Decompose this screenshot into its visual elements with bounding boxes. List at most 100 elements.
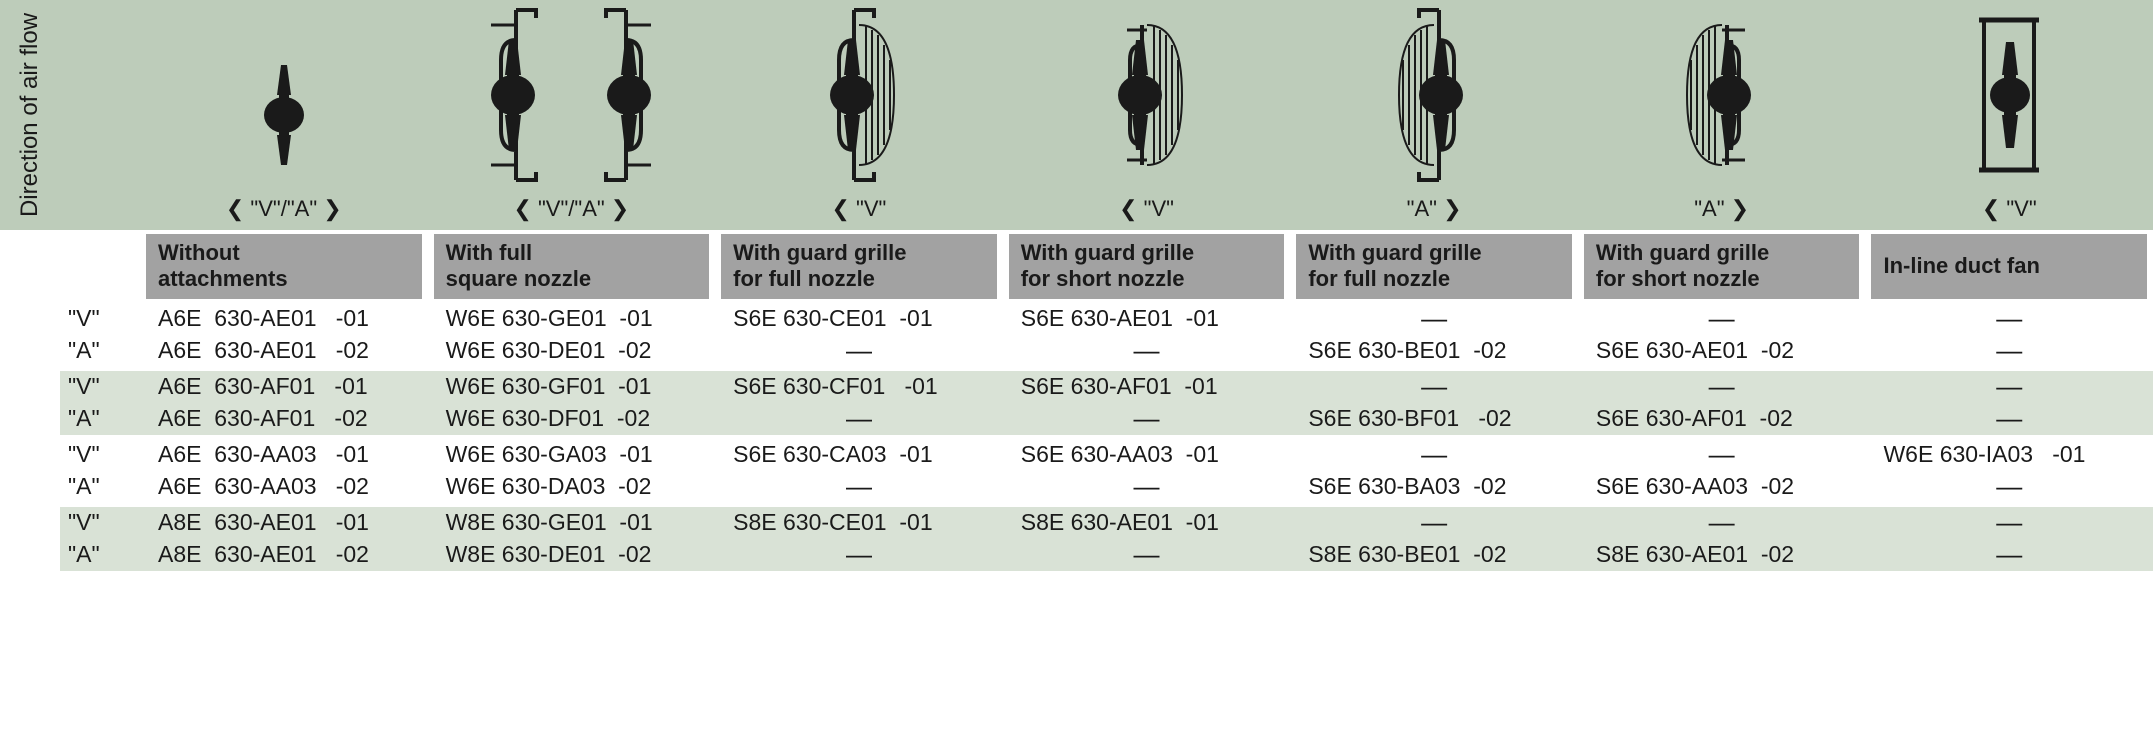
data-value: S6E 630-AF01 -02 [1584, 403, 1860, 435]
data-cell: A8E 630-AE01 -01A8E 630-AE01 -02 [146, 507, 422, 571]
data-value: S6E 630-BE01 -02 [1296, 335, 1572, 367]
data-cell: W8E 630-GE01 -01W8E 630-DE01 -02 [434, 507, 710, 571]
data-cell: —S6E 630-BE01 -02 [1296, 303, 1572, 367]
fan-nozzle-left-icon [461, 0, 561, 190]
data-value: W6E 630-IA03 -01 [1871, 439, 2147, 471]
icon-row: ❮ "V"/"A" ❯ [60, 0, 2153, 230]
data-value: A8E 630-AE01 -02 [146, 539, 422, 571]
data-value: — [1584, 371, 1860, 403]
fan-grille-full-v-icon [804, 0, 914, 190]
data-value: A6E 630-AF01 -01 [146, 371, 422, 403]
data-value: S6E 630-BF01 -02 [1296, 403, 1572, 435]
data-value: — [1296, 439, 1572, 471]
data-value: S6E 630-AE01 -02 [1584, 335, 1860, 367]
data-cell: —— [1871, 303, 2147, 367]
row-label: "A" [60, 539, 140, 571]
data-value: — [1296, 507, 1572, 539]
data-value: — [721, 403, 997, 435]
data-cell: A6E 630-AA03 -01A6E 630-AA03 -02 [146, 439, 422, 503]
data-cell: —S8E 630-AE01 -02 [1584, 507, 1860, 571]
data-cell: S8E 630-AE01 -01— [1009, 507, 1285, 571]
data-groups: "V""A"A6E 630-AE01 -01A6E 630-AE01 -02W6… [60, 303, 2153, 571]
dir-label-6: ❮ "V" [1982, 196, 2037, 222]
header-6: In-line duct fan [1871, 234, 2147, 299]
data-cell: —S6E 630-AE01 -02 [1584, 303, 1860, 367]
data-group-2: "V""A"A6E 630-AA03 -01A6E 630-AA03 -02W6… [60, 439, 2153, 503]
data-cell: W6E 630-GF01 -01W6E 630-DF01 -02 [434, 371, 710, 435]
data-value: W8E 630-GE01 -01 [434, 507, 710, 539]
data-value: W8E 630-DE01 -02 [434, 539, 710, 571]
data-value: S8E 630-AE01 -02 [1584, 539, 1860, 571]
data-value: — [1296, 371, 1572, 403]
data-value: — [1009, 471, 1285, 503]
header-0: Withoutattachments [146, 234, 422, 299]
axis-label: Direction of air flow [0, 0, 60, 230]
data-cell: S6E 630-CF01 -01— [721, 371, 997, 435]
data-value: A6E 630-AE01 -02 [146, 335, 422, 367]
row-label: "V" [60, 371, 140, 403]
row-label: "A" [60, 471, 140, 503]
data-value: W6E 630-DA03 -02 [434, 471, 710, 503]
data-cell: S8E 630-CE01 -01— [721, 507, 997, 571]
data-cell: A6E 630-AF01 -01A6E 630-AF01 -02 [146, 371, 422, 435]
data-value: — [1871, 539, 2147, 571]
data-value: — [1871, 507, 2147, 539]
data-cell: S6E 630-AA03 -01— [1009, 439, 1285, 503]
data-cell: W6E 630-GA03 -01W6E 630-DA03 -02 [434, 439, 710, 503]
fan-grille-short-a-icon [1667, 0, 1777, 190]
data-cell: S6E 630-CE01 -01— [721, 303, 997, 367]
row-label: "A" [60, 335, 140, 367]
data-value: W6E 630-GE01 -01 [434, 303, 710, 335]
data-value: W6E 630-DF01 -02 [434, 403, 710, 435]
data-value: S6E 630-AA03 -02 [1584, 471, 1860, 503]
data-value: A6E 630-AF01 -02 [146, 403, 422, 435]
data-value: — [1584, 439, 1860, 471]
data-value: A6E 630-AA03 -01 [146, 439, 422, 471]
header-3: With guard grillefor short nozzle [1009, 234, 1285, 299]
data-cell: S6E 630-CA03 -01— [721, 439, 997, 503]
icon-cell-grille-short-a: "A" ❯ [1578, 0, 1866, 230]
dir-label-4: "A" ❯ [1407, 196, 1462, 222]
icon-cell-nozzle: ❮ "V"/"A" ❯ [428, 0, 716, 230]
data-value: W6E 630-DE01 -02 [434, 335, 710, 367]
data-group-1: "V""A"A6E 630-AF01 -01A6E 630-AF01 -02W6… [60, 371, 2153, 435]
data-value: — [1871, 371, 2147, 403]
data-value: S6E 630-BA03 -02 [1296, 471, 1572, 503]
data-cell: —S6E 630-AA03 -02 [1584, 439, 1860, 503]
fan-grille-short-v-icon [1092, 0, 1202, 190]
data-value: — [721, 335, 997, 367]
fan-bare-icon [249, 40, 319, 190]
data-cell: —S6E 630-BF01 -02 [1296, 371, 1572, 435]
header-1: With fullsquare nozzle [434, 234, 710, 299]
fan-grille-full-a-icon [1379, 0, 1489, 190]
data-value: — [1871, 335, 2147, 367]
data-value: — [1009, 335, 1285, 367]
data-value: A8E 630-AE01 -01 [146, 507, 422, 539]
dir-label-1: ❮ "V"/"A" ❯ [513, 196, 629, 222]
data-cell: W6E 630-IA03 -01— [1871, 439, 2147, 503]
row-label: "A" [60, 403, 140, 435]
data-value: S8E 630-CE01 -01 [721, 507, 997, 539]
data-value: — [1584, 303, 1860, 335]
data-value: S8E 630-AE01 -01 [1009, 507, 1285, 539]
data-value: S6E 630-CA03 -01 [721, 439, 997, 471]
data-cell: A6E 630-AE01 -01A6E 630-AE01 -02 [146, 303, 422, 367]
axis-label-text: Direction of air flow [16, 13, 44, 217]
dir-label-0: ❮ "V"/"A" ❯ [226, 196, 342, 222]
data-cell: S6E 630-AE01 -01— [1009, 303, 1285, 367]
row-label: "V" [60, 507, 140, 539]
data-group-3: "V""A"A8E 630-AE01 -01A8E 630-AE01 -02W8… [60, 507, 2153, 571]
data-cell: W6E 630-GE01 -01W6E 630-DE01 -02 [434, 303, 710, 367]
data-value: W6E 630-GA03 -01 [434, 439, 710, 471]
dir-label-5: "A" ❯ [1694, 196, 1749, 222]
data-value: S6E 630-CF01 -01 [721, 371, 997, 403]
icon-cell-grille-short-v: ❮ "V" [1003, 0, 1291, 230]
data-value: — [1009, 539, 1285, 571]
data-value: A6E 630-AA03 -02 [146, 471, 422, 503]
data-cell: —— [1871, 507, 2147, 571]
data-value: S6E 630-CE01 -01 [721, 303, 997, 335]
data-value: — [1584, 507, 1860, 539]
data-cell: —S8E 630-BE01 -02 [1296, 507, 1572, 571]
data-value: — [1296, 303, 1572, 335]
data-cell: —S6E 630-BA03 -02 [1296, 439, 1572, 503]
